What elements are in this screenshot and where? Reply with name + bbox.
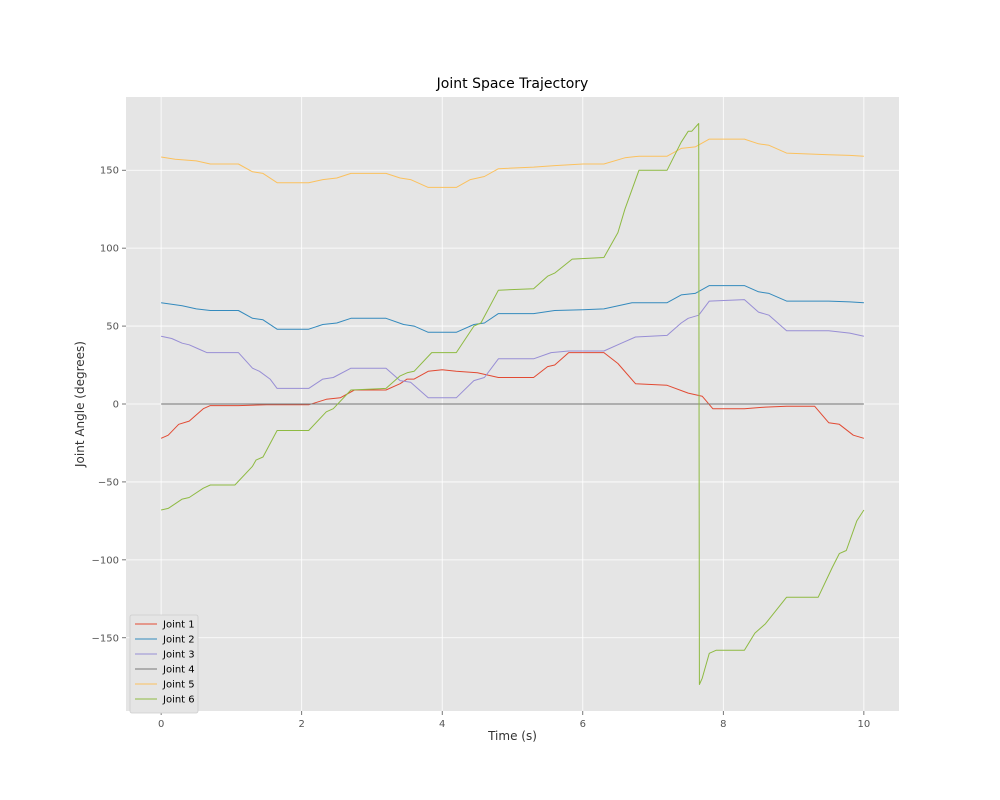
x-axis-label: Time (s) <box>487 729 537 743</box>
y-tick-label: −50 <box>98 477 119 488</box>
y-axis-label: Joint Angle (degrees) <box>73 341 87 468</box>
legend-label: Joint 5 <box>162 680 195 691</box>
y-tick-label: 0 <box>113 400 119 411</box>
x-tick-label: 8 <box>720 719 726 730</box>
y-tick-label: −150 <box>92 633 119 644</box>
x-tick-label: 0 <box>158 719 164 730</box>
y-tick-label: 50 <box>106 322 119 333</box>
y-tick-label: 150 <box>100 166 119 177</box>
legend: Joint 1 Joint 2 Joint 3 Joint 4 Joint 5 Joint… <box>129 614 199 714</box>
legend-label: Joint 1 <box>162 620 195 631</box>
y-tick-label: 100 <box>100 244 119 255</box>
x-tick-label: 6 <box>580 719 586 730</box>
axes: 0 2 4 6 8 10 −150 −100 −50 0 50 100 150 <box>92 166 871 730</box>
series-line-joint-3 <box>160 299 865 399</box>
series-lines <box>160 123 865 685</box>
x-tick-label: 10 <box>857 719 870 730</box>
legend-label: Joint 2 <box>162 635 195 646</box>
chart-title: Joint Space Trajectory <box>436 76 589 92</box>
legend-label: Joint 4 <box>162 665 195 676</box>
x-tick-label: 4 <box>439 719 445 730</box>
legend-label: Joint 3 <box>162 650 195 661</box>
series-line-joint-6 <box>160 123 865 685</box>
legend-label: Joint 6 <box>162 695 195 706</box>
y-tick-label: −100 <box>92 555 119 566</box>
x-tick-label: 2 <box>298 719 304 730</box>
series-line-joint-1 <box>160 352 865 439</box>
series-line-joint-5 <box>161 138 864 188</box>
